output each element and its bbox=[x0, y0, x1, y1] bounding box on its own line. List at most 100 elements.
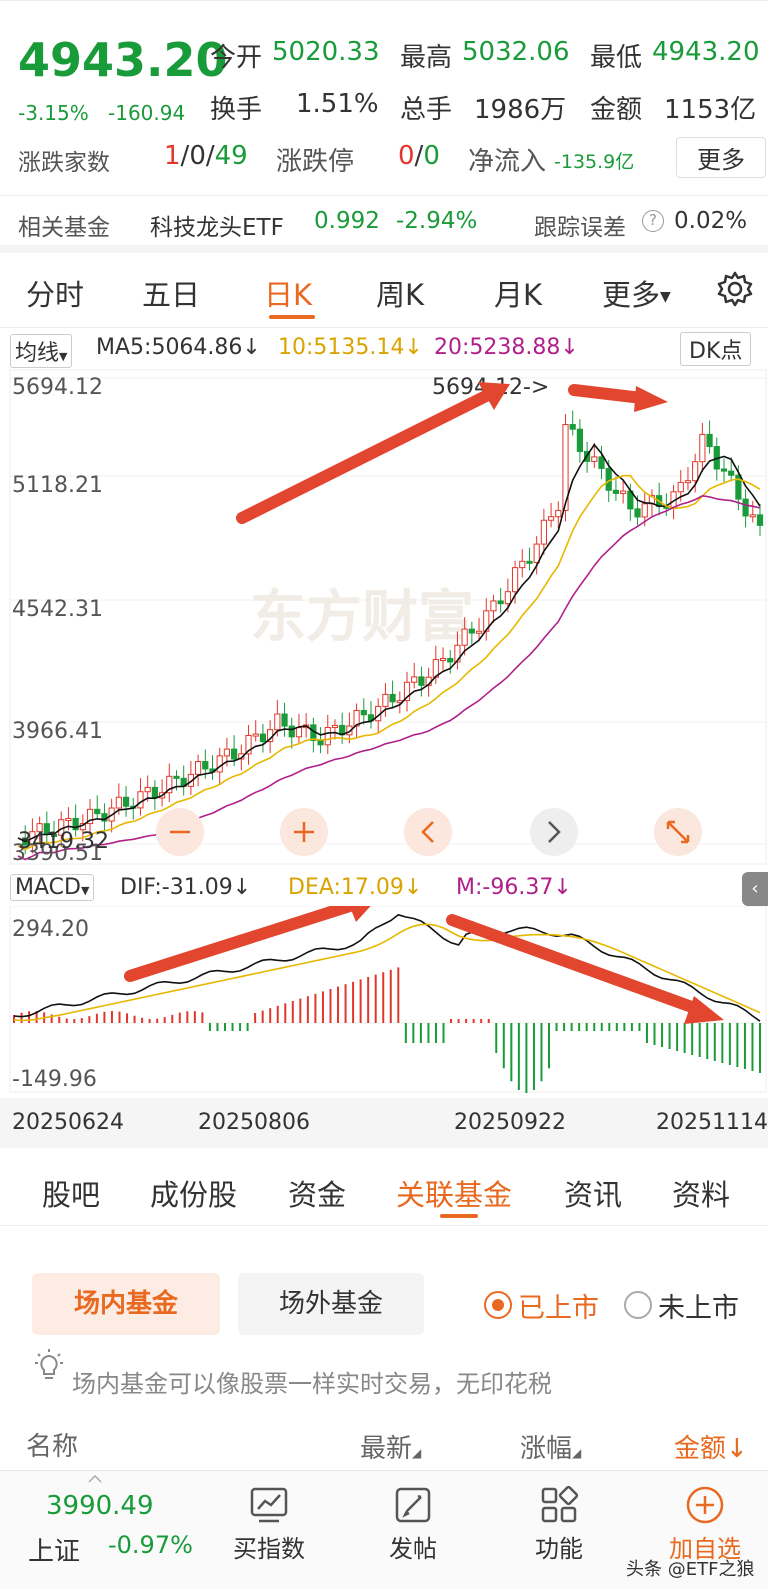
index-ticker-value: 3990.49 bbox=[46, 1491, 154, 1521]
candle-body bbox=[735, 474, 742, 500]
tab-related-funds[interactable]: 关联基金 bbox=[396, 1178, 513, 1212]
candle-body bbox=[504, 591, 511, 605]
tab-profile[interactable]: 资料 bbox=[672, 1178, 731, 1212]
amount-value: 1153亿 bbox=[664, 95, 757, 125]
tab-intraday[interactable]: 分时 bbox=[26, 278, 85, 312]
tracking-error-value: 0.02% bbox=[674, 208, 748, 234]
candle-body bbox=[699, 433, 706, 463]
candle-body bbox=[216, 755, 223, 773]
index-ticker-change: -0.97% bbox=[108, 1531, 193, 1559]
listed-label[interactable]: 已上市 bbox=[518, 1293, 599, 1324]
candle-body bbox=[194, 761, 202, 775]
candle-body bbox=[94, 808, 101, 815]
macd-arrow-up bbox=[124, 898, 362, 982]
candle-body bbox=[151, 786, 158, 799]
tab-daily-k[interactable]: 日K bbox=[264, 278, 313, 312]
candle-body bbox=[547, 516, 555, 521]
tab-constituents[interactable]: 成份股 bbox=[150, 1178, 238, 1212]
unlisted-label[interactable]: 未上市 bbox=[658, 1293, 739, 1324]
post-button[interactable]: 发帖 bbox=[358, 1471, 468, 1589]
date-label: 20250922 bbox=[454, 1110, 566, 1135]
low-value: 4943.20 bbox=[652, 37, 760, 67]
breadth-sep1: / bbox=[180, 141, 190, 171]
tab-forum[interactable]: 股吧 bbox=[42, 1178, 101, 1212]
quote-header: 4943.20 -3.15% -160.94 今开 5020.33 最高 503… bbox=[0, 0, 768, 195]
column-amount[interactable]: 金额↓ bbox=[674, 1434, 748, 1464]
gear-icon[interactable] bbox=[716, 270, 754, 308]
tab-news[interactable]: 资讯 bbox=[564, 1178, 623, 1212]
watermark-text: 东方财富 bbox=[250, 585, 474, 650]
macd-m: M:-96.37↓ bbox=[456, 875, 572, 900]
candle-body bbox=[684, 480, 692, 484]
scroll-right-button[interactable] bbox=[530, 808, 578, 856]
ma20-line bbox=[17, 494, 761, 861]
tab-more-label: 更多 bbox=[602, 278, 661, 312]
add-watchlist-button[interactable]: 加自选 bbox=[650, 1471, 760, 1589]
candle-body bbox=[324, 727, 331, 746]
buy-index-button[interactable]: 买指数 bbox=[214, 1471, 324, 1589]
date-axis: 20250624 20250806 20250922 20251114 bbox=[0, 1098, 768, 1148]
candle-body bbox=[526, 560, 533, 564]
candle-body bbox=[576, 428, 584, 452]
listed-radio[interactable] bbox=[484, 1291, 512, 1319]
lightbulb-icon bbox=[35, 1349, 63, 1379]
unlisted-radio[interactable] bbox=[624, 1291, 652, 1319]
breadth-flat: 0 bbox=[189, 141, 206, 171]
column-change[interactable]: 涨幅◢ bbox=[520, 1428, 581, 1465]
macd-selector[interactable]: MACD▼ bbox=[10, 874, 95, 901]
turnover-value: 1.51% bbox=[296, 89, 379, 119]
tab-capital[interactable]: 资金 bbox=[288, 1178, 347, 1212]
scroll-left-button[interactable] bbox=[404, 808, 452, 856]
tab-more[interactable]: 更多▼ bbox=[602, 272, 671, 314]
chevron-left-icon bbox=[421, 821, 434, 843]
candle-body bbox=[555, 509, 562, 518]
macd-y-bottom: -149.96 bbox=[12, 1067, 97, 1092]
tab-five-day[interactable]: 五日 bbox=[142, 278, 201, 312]
candle-body bbox=[403, 681, 411, 702]
open-value: 5020.33 bbox=[272, 37, 380, 67]
candle-body bbox=[475, 630, 483, 634]
amount-label: 金额 bbox=[590, 95, 643, 125]
on-exchange-fund-chip[interactable]: 场内基金 bbox=[32, 1273, 220, 1335]
y-tick-label: 5694.12 bbox=[12, 375, 103, 400]
related-fund-name[interactable]: 科技龙头ETF bbox=[150, 215, 284, 241]
column-latest[interactable]: 最新◢ bbox=[360, 1428, 421, 1465]
candle-body bbox=[418, 676, 425, 686]
candle-body bbox=[641, 503, 648, 518]
help-icon[interactable]: ? bbox=[642, 210, 664, 232]
candle-body bbox=[454, 644, 461, 663]
low-label: 最低 bbox=[590, 43, 643, 73]
macd-chart[interactable]: 294.20 -149.96 bbox=[0, 892, 768, 1096]
ma20-value: 20:5238.88↓ bbox=[434, 335, 579, 360]
candlestick-chart[interactable]: 东方财富 5694.12 5118.21 4542.31 3966.41 3390.51… bbox=[0, 368, 768, 868]
function-button[interactable]: 功能 bbox=[504, 1471, 614, 1589]
edit-icon bbox=[395, 1487, 431, 1523]
bottom-toolbar: 3990.49 上证 -0.97% 买指数 发帖 功能 加自选 bbox=[0, 1470, 768, 1589]
y-tick-label: 3390.51 bbox=[12, 841, 103, 866]
date-label: 20250806 bbox=[198, 1110, 310, 1135]
candle-body bbox=[295, 727, 303, 738]
candle-body bbox=[360, 709, 367, 716]
limit-sep: / bbox=[414, 141, 424, 171]
candle-body bbox=[382, 693, 389, 707]
tab-monthly-k[interactable]: 月K bbox=[494, 278, 543, 312]
index-ticker[interactable]: 3990.49 上证 -0.97% bbox=[0, 1471, 193, 1589]
volume-label: 总手 bbox=[400, 95, 453, 125]
tab-weekly-k[interactable]: 周K bbox=[376, 278, 425, 312]
dk-point-button[interactable]: DK点 bbox=[680, 332, 752, 366]
ma-selector[interactable]: 均线▼ bbox=[10, 334, 73, 368]
date-label: 20250624 bbox=[12, 1110, 124, 1135]
breadth-up: 1 bbox=[164, 141, 181, 171]
candle-body bbox=[288, 725, 295, 738]
related-fund-row[interactable]: 相关基金 科技龙头ETF 0.992 -2.94% 跟踪误差 ? 0.02% bbox=[0, 195, 768, 253]
chevron-right-icon bbox=[548, 821, 561, 843]
otc-fund-chip[interactable]: 场外基金 bbox=[238, 1273, 424, 1335]
more-button[interactable]: 更多 bbox=[676, 137, 766, 178]
collapse-panel-tab[interactable]: ‹ bbox=[742, 872, 768, 906]
candle-body bbox=[346, 725, 353, 736]
candle-body bbox=[137, 791, 144, 809]
candle-body bbox=[144, 786, 151, 793]
candle-body bbox=[72, 817, 79, 831]
chart-controls bbox=[156, 808, 702, 856]
macd-y-top: 294.20 bbox=[12, 917, 89, 942]
